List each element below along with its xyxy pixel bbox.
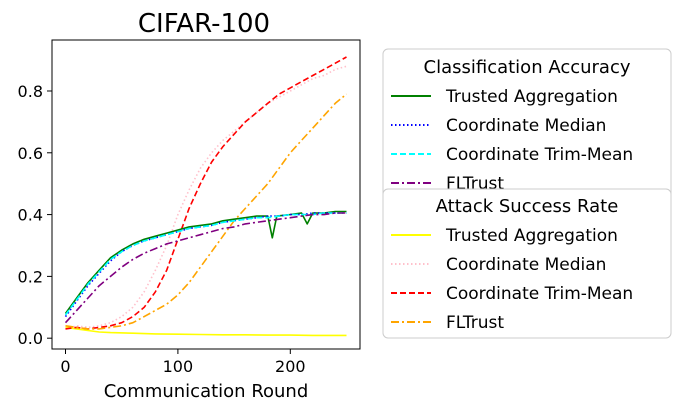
y-tick-label: 0.6 bbox=[18, 144, 43, 163]
x-axis-label: Communication Round bbox=[104, 381, 309, 402]
x-tick-label: 0 bbox=[60, 357, 70, 376]
y-tick-label: 0.4 bbox=[18, 206, 43, 225]
x-tick-label: 200 bbox=[275, 357, 306, 376]
chart-title: CIFAR-100 bbox=[138, 9, 270, 39]
series-line-attack-success-rate-trusted-aggregation bbox=[65, 326, 347, 337]
legend-label: Coordinate Median bbox=[446, 116, 606, 136]
legend-title: Classification Accuracy bbox=[424, 57, 631, 78]
legend-label: Trusted Aggregation bbox=[445, 87, 618, 107]
series-layer bbox=[64, 56, 348, 337]
series-line-classification-accuracy-coordinate-trim-mean bbox=[64, 212, 347, 316]
legend-box bbox=[382, 188, 672, 339]
series-line-attack-success-rate-coordinate-median bbox=[65, 65, 347, 330]
y-tick-label: 0.2 bbox=[18, 267, 43, 286]
legend-label: Trusted Aggregation bbox=[445, 226, 618, 246]
x-tick-label: 100 bbox=[163, 357, 194, 376]
legend-classification-accuracy: Classification Accuracy Trusted Aggregat… bbox=[382, 48, 672, 199]
axis-layer: 0 100 200 0.0 0.2 0.4 0.6 0.8 bbox=[18, 82, 306, 376]
plot-frame bbox=[51, 39, 361, 350]
series-line-classification-accuracy-fltrust bbox=[64, 212, 347, 324]
legend-label: Coordinate Trim-Mean bbox=[446, 145, 633, 165]
series-line-attack-success-rate-fltrust bbox=[65, 93, 348, 330]
series-line-classification-accuracy-trusted-aggregation bbox=[64, 210, 347, 314]
legend-label: Coordinate Trim-Mean bbox=[446, 284, 633, 304]
series-line-attack-success-rate-coordinate-trim-mean bbox=[65, 56, 347, 330]
series-line-classification-accuracy-coordinate-median bbox=[64, 212, 347, 318]
y-tick-label: 0.8 bbox=[18, 82, 43, 101]
plot-area bbox=[52, 40, 360, 349]
legend-title: Attack Success Rate bbox=[436, 196, 619, 217]
legend-attack-success-rate: Attack Success Rate Trusted Aggregation C… bbox=[382, 188, 672, 339]
y-tick-label: 0.0 bbox=[18, 329, 43, 348]
legend-label: Coordinate Median bbox=[446, 255, 606, 275]
legend-label: FLTrust bbox=[446, 313, 504, 333]
